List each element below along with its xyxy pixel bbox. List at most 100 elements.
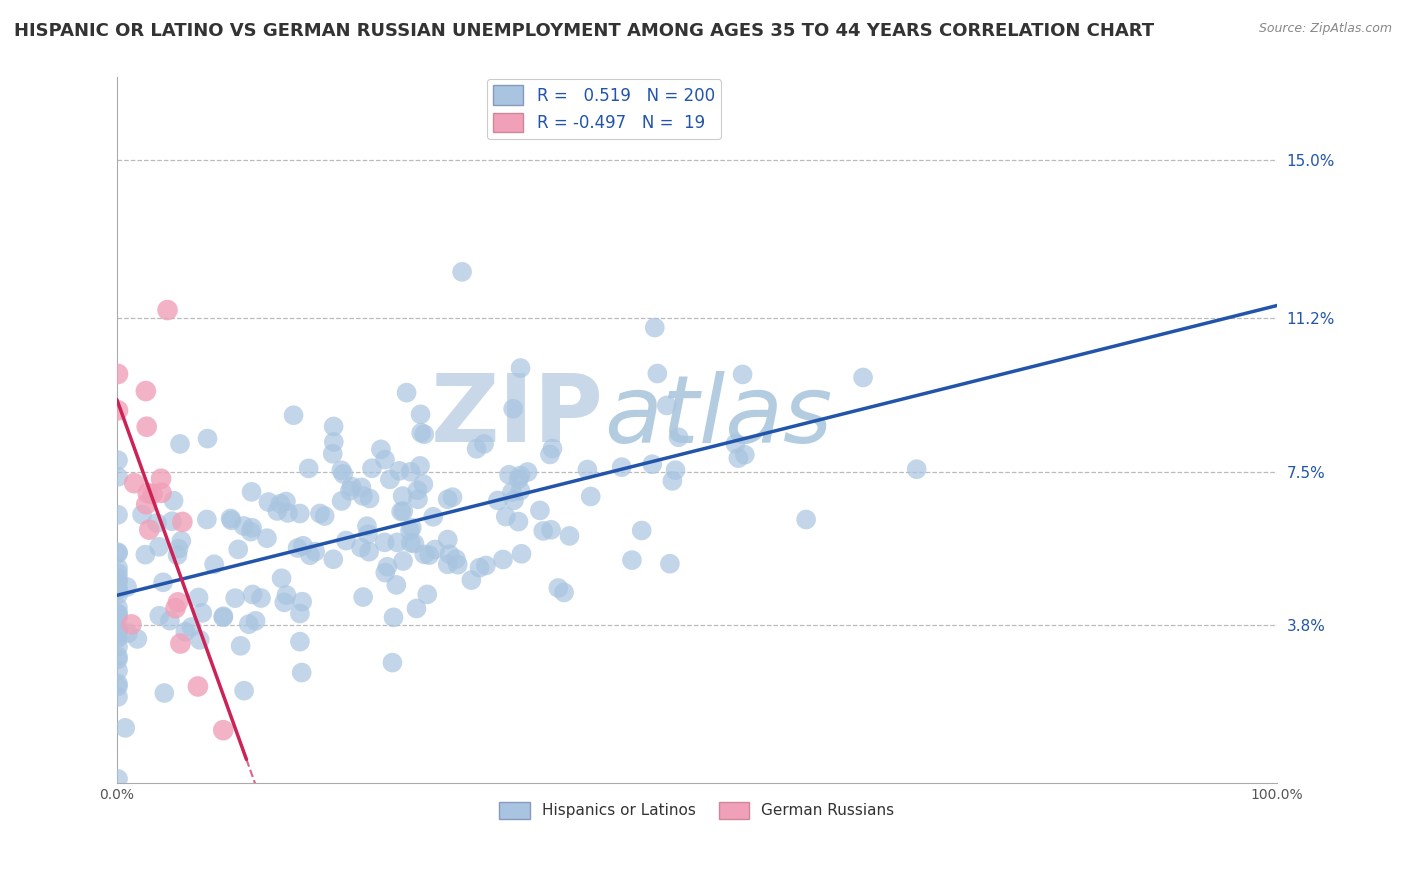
Point [395,385,418,400]
Point [374,452,396,467]
Point [610,460,633,475]
Point [107,679,129,693]
Point [387,535,409,549]
Point [107,367,129,381]
Point [107,574,129,589]
Point [794,512,817,526]
Point [418,548,440,562]
Point [256,531,278,545]
Point [352,590,374,604]
Point [401,521,423,535]
Point [107,631,129,645]
Point [538,447,561,461]
Legend: Hispanics or Latinos, German Russians: Hispanics or Latinos, German Russians [494,796,901,825]
Point [188,632,211,647]
Point [107,640,129,654]
Point [352,489,374,503]
Point [322,552,344,566]
Point [472,437,495,451]
Point [389,504,412,518]
Point [382,610,405,624]
Point [240,484,263,499]
Point [658,557,681,571]
Point [399,465,422,479]
Point [374,535,396,549]
Point [162,493,184,508]
Point [468,560,491,574]
Point [169,636,191,650]
Point [291,539,314,553]
Point [136,486,159,500]
Point [107,623,129,637]
Point [232,519,254,533]
Point [447,558,470,572]
Point [413,427,436,442]
Point [212,723,235,738]
Point [409,458,432,473]
Point [486,493,509,508]
Point [647,367,669,381]
Point [359,491,381,506]
Text: HISPANIC OR LATINO VS GERMAN RUSSIAN UNEMPLOYMENT AMONG AGES 35 TO 44 YEARS CORR: HISPANIC OR LATINO VS GERMAN RUSSIAN UNE… [14,22,1154,40]
Point [195,512,218,526]
Text: atlas: atlas [605,371,832,462]
Text: ZIP: ZIP [432,370,605,462]
Point [498,467,520,482]
Point [339,483,361,498]
Point [273,595,295,609]
Point [107,571,129,585]
Point [221,513,243,527]
Point [502,401,524,416]
Point [436,492,458,507]
Point [377,559,399,574]
Point [510,547,533,561]
Point [727,451,749,466]
Point [107,607,129,621]
Point [724,436,747,450]
Point [107,629,129,643]
Point [531,524,554,538]
Point [852,370,875,384]
Point [359,545,381,559]
Point [392,554,415,568]
Point [330,463,353,477]
Point [238,617,260,632]
Point [399,524,422,538]
Point [148,540,170,554]
Point [117,626,139,640]
Point [509,468,531,483]
Point [170,533,193,548]
Point [166,548,188,562]
Point [422,509,444,524]
Point [412,477,434,491]
Point [451,265,474,279]
Point [107,470,129,484]
Point [381,656,404,670]
Point [541,442,564,456]
Point [107,582,129,596]
Point [250,591,273,605]
Point [159,614,181,628]
Point [167,595,190,609]
Point [277,506,299,520]
Point [465,442,488,456]
Point [436,533,458,547]
Point [107,690,129,704]
Point [314,508,336,523]
Point [509,483,531,498]
Point [361,461,384,475]
Point [245,614,267,628]
Point [107,652,129,666]
Point [131,508,153,522]
Point [357,527,380,541]
Point [115,580,138,594]
Point [202,558,225,572]
Point [107,561,129,575]
Point [391,489,413,503]
Point [239,524,262,539]
Point [356,519,378,533]
Point [135,497,157,511]
Point [340,480,363,494]
Point [150,486,173,500]
Point [226,542,249,557]
